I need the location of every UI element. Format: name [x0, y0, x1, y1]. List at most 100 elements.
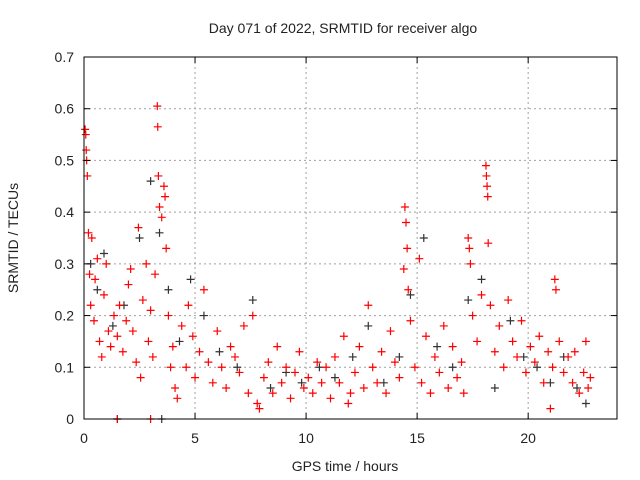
data-point-red — [546, 404, 555, 413]
data-point-red — [564, 352, 573, 361]
data-point-red — [161, 192, 170, 201]
data-point-red — [268, 389, 277, 398]
data-point-red — [122, 316, 131, 325]
data-point-black — [93, 285, 102, 294]
data-point-red — [126, 265, 135, 274]
data-point-red — [85, 270, 94, 279]
data-point-red — [317, 378, 326, 387]
y-tick-label: 0 — [66, 411, 74, 427]
data-point-red — [490, 347, 499, 356]
data-point-red — [466, 259, 475, 268]
data-point-red — [244, 389, 253, 398]
data-point-red — [355, 342, 364, 351]
data-point-red — [95, 337, 104, 346]
data-point-red — [468, 311, 477, 320]
data-point-red — [259, 373, 268, 382]
data-point-red — [579, 368, 588, 377]
data-point-red — [226, 342, 235, 351]
data-point-black — [135, 234, 144, 242]
data-point-red — [91, 275, 100, 284]
data-point-red — [128, 327, 137, 336]
data-point-black — [533, 363, 542, 372]
data-point-red — [550, 275, 559, 284]
data-point-red — [495, 321, 504, 330]
data-point-black — [490, 383, 499, 392]
data-point-red — [273, 342, 282, 351]
data-point-black — [108, 321, 117, 330]
data-point-red — [253, 399, 262, 408]
data-point-black — [248, 296, 257, 305]
data-point-red — [484, 239, 493, 248]
data-point-red — [535, 332, 544, 341]
data-point-red — [483, 192, 492, 201]
data-point-black — [233, 363, 242, 372]
x-tick-label: 0 — [80, 430, 88, 446]
y-axis-label: SRMTID / TECUs — [5, 183, 21, 293]
data-point-red — [326, 394, 335, 403]
data-point-red — [86, 301, 95, 310]
data-point-red — [465, 244, 474, 253]
data-point-red — [81, 125, 90, 134]
x-tick-label: 15 — [409, 430, 425, 446]
data-point-black — [330, 373, 339, 382]
data-point-red — [570, 347, 579, 356]
data-point-red — [313, 358, 322, 367]
data-point-red — [350, 368, 359, 377]
data-point-red — [517, 316, 526, 325]
data-point-red — [83, 171, 92, 180]
data-point-red — [99, 290, 108, 299]
data-point-red — [168, 342, 177, 351]
data-point-red — [521, 368, 530, 377]
data-point-black — [99, 249, 108, 258]
data-point-red — [508, 337, 517, 346]
x-axis-label: GPS time / hours — [292, 458, 399, 474]
data-point-red — [81, 130, 90, 139]
data-point-black — [464, 296, 473, 305]
data-point-red — [575, 389, 584, 398]
y-tick-label: 0.2 — [55, 308, 75, 324]
data-point-black — [406, 290, 415, 299]
grid-lines — [84, 57, 617, 419]
data-point-red — [459, 389, 468, 398]
data-point-black — [364, 321, 373, 330]
data-point-red — [308, 389, 317, 398]
data-point-red — [136, 373, 145, 382]
data-point-red — [477, 290, 486, 299]
data-point-red — [335, 378, 344, 387]
y-tick-label: 0.1 — [55, 359, 75, 375]
data-point-red — [386, 327, 395, 336]
data-point-red — [154, 171, 163, 180]
data-point-red — [422, 332, 431, 341]
data-point-red — [177, 321, 186, 330]
data-point-red — [368, 363, 377, 372]
data-point-red — [188, 332, 197, 341]
data-point-red — [439, 321, 448, 330]
data-point-black — [215, 347, 224, 356]
data-point-red — [148, 352, 157, 361]
data-point-red — [544, 347, 553, 356]
data-point-red — [222, 383, 231, 392]
data-point-red — [548, 363, 557, 372]
data-point-black — [164, 285, 173, 294]
data-point-red — [415, 254, 424, 263]
y-tick-label: 0.4 — [55, 204, 75, 220]
data-point-black — [175, 337, 184, 346]
data-point-red — [113, 332, 122, 341]
data-point-red — [282, 363, 291, 372]
data-point-red — [102, 259, 111, 268]
data-point-red — [482, 171, 491, 180]
data-point-red — [483, 182, 492, 191]
data-point-red — [89, 316, 98, 325]
data-point-red — [410, 363, 419, 372]
data-point-red — [390, 358, 399, 367]
data-point-red — [382, 389, 391, 398]
data-point-red — [444, 383, 453, 392]
data-point-red — [551, 285, 560, 294]
data-point-red — [182, 363, 191, 372]
x-tick-label: 5 — [191, 430, 199, 446]
data-point-red — [406, 316, 415, 325]
data-point-red — [199, 285, 208, 294]
axis-ticks: 0 0.1 0.2 0.3 0.4 0.5 0.6 0.7 0 5 10 15 20 — [55, 49, 617, 446]
data-point-red — [299, 383, 308, 392]
data-point-black — [506, 316, 515, 325]
